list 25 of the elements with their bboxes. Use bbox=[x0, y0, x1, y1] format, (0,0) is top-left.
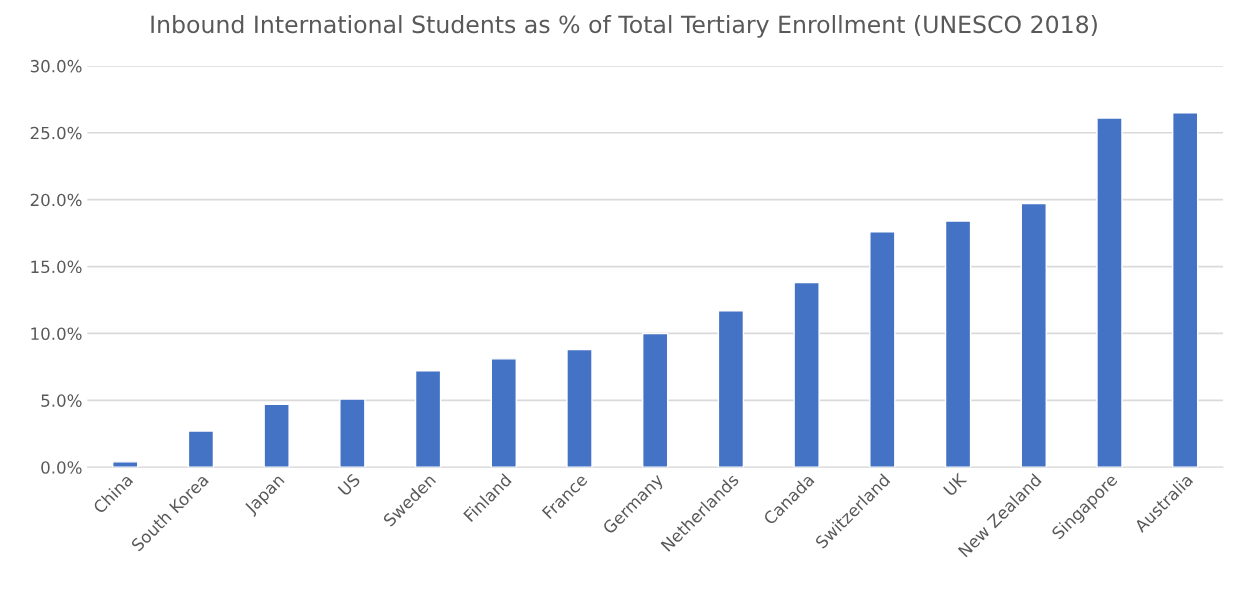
y-tick-label: 15.0% bbox=[31, 260, 82, 274]
y-tick-label: 0.0% bbox=[41, 461, 82, 474]
y-tick-label: 30.0% bbox=[30, 59, 82, 73]
bar bbox=[944, 220, 972, 468]
bar bbox=[263, 403, 290, 468]
bar bbox=[414, 370, 442, 468]
bar bbox=[339, 398, 366, 468]
bar bbox=[1020, 202, 1047, 468]
x-tick-label: US bbox=[337, 472, 361, 497]
bar bbox=[187, 430, 215, 468]
bar bbox=[1171, 112, 1199, 468]
x-tick-label: UK bbox=[943, 472, 968, 497]
y-tick-label: 20.0% bbox=[30, 193, 82, 207]
bar bbox=[642, 332, 669, 468]
bar bbox=[566, 348, 593, 468]
y-tick-label: 25.0% bbox=[30, 126, 82, 140]
chart-title: Inbound International Students as % of Total Tertiary Enrollment (UNESCO 2018) bbox=[151, 14, 1097, 38]
y-tick-label: 5.0% bbox=[41, 394, 82, 407]
y-tick-label: 10.0% bbox=[31, 327, 82, 341]
bar bbox=[490, 358, 517, 468]
bar bbox=[1096, 117, 1123, 468]
bar bbox=[793, 281, 820, 468]
bar bbox=[869, 231, 896, 468]
bar bbox=[112, 461, 139, 468]
bar bbox=[717, 310, 745, 468]
